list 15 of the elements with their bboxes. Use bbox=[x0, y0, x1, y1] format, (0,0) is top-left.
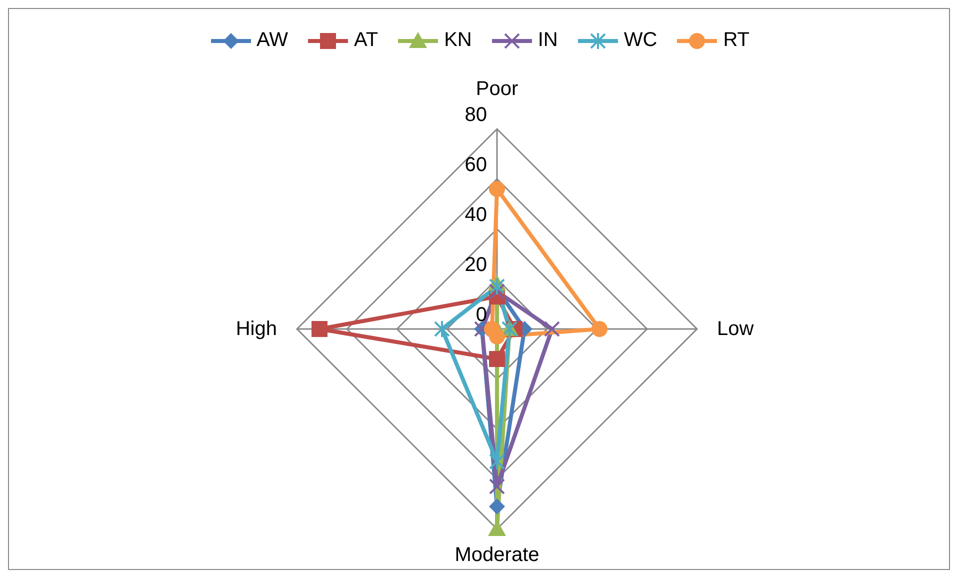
spoke-label: Poor bbox=[476, 78, 518, 100]
y-tick-label: 80 bbox=[464, 104, 487, 126]
legend-label: AW bbox=[256, 29, 288, 52]
spoke-label: Low bbox=[717, 318, 754, 340]
y-tick-label: 0 bbox=[476, 304, 487, 326]
y-tick-label: 20 bbox=[464, 254, 487, 276]
legend-label: IN bbox=[538, 29, 558, 52]
legend-label: AT bbox=[354, 29, 378, 52]
spoke-label: High bbox=[236, 318, 277, 340]
legend-label: RT bbox=[723, 29, 750, 52]
y-tick-label: 60 bbox=[464, 154, 487, 176]
legend-label: WC bbox=[624, 29, 658, 52]
legend-label: KN bbox=[444, 29, 472, 52]
y-tick-label: 40 bbox=[464, 204, 487, 226]
spoke-label: Moderate bbox=[454, 544, 540, 566]
